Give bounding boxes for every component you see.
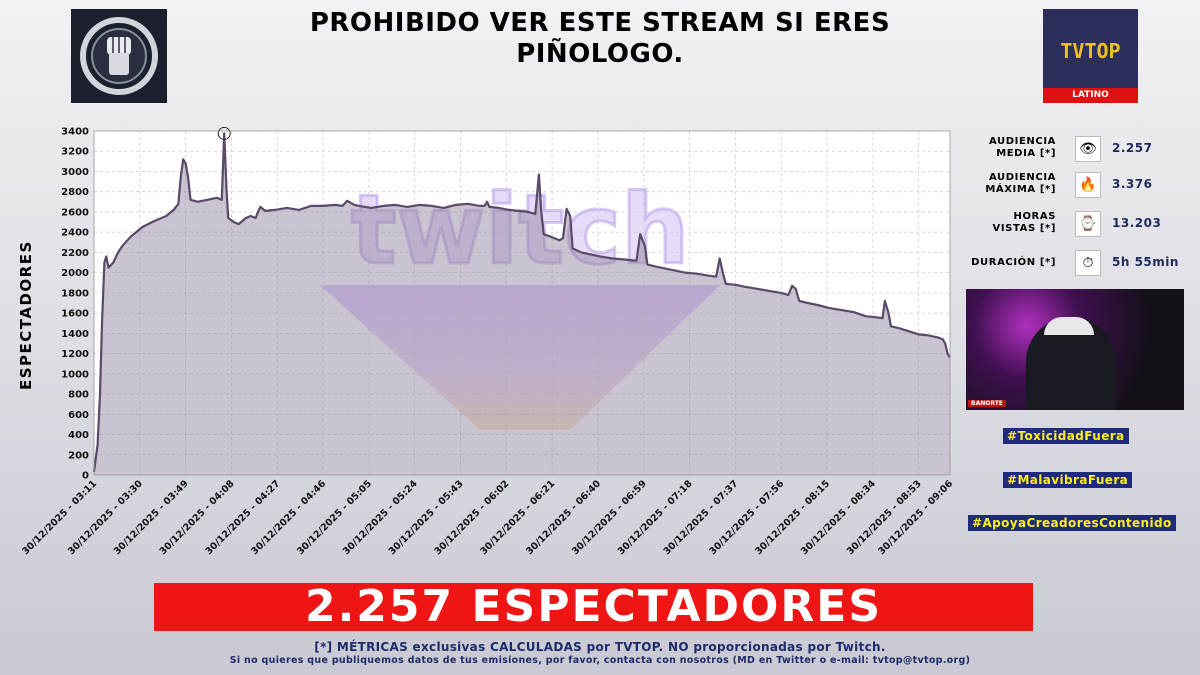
x-tick-label: 30/12/2025 - 07:56 [707,478,786,557]
x-tick-label: 30/12/2025 - 03:11 [20,478,99,557]
y-tick-label: 2600 [61,207,89,218]
metric-value: 5h 55min [1112,255,1179,269]
tvtop-logo: TVTOP LATINO [1043,9,1138,103]
title-line-1: PROHIBIDO VER ESTE STREAM SI ERES [309,8,891,38]
stream-title: PROHIBIDO VER ESTE STREAM SI ERES PIÑOLO… [250,8,950,70]
tvtop-logo-subtext: LATINO [1043,88,1138,103]
y-axis-label: ESPECTADORES [17,240,35,390]
y-tick-label: 3000 [61,167,89,178]
x-tick-label: 30/12/2025 - 03:30 [66,478,145,557]
x-tick-label: 30/12/2025 - 06:40 [524,478,603,557]
y-tick-label: 3200 [61,147,89,158]
streamer-cap [1044,317,1094,335]
webcam-sponsor-tag: BANORTE [968,400,1006,407]
title-line-2: PIÑOLOGO. [516,39,684,69]
x-tick-label: 30/12/2025 - 07:18 [616,478,695,557]
y-tick-label: 2000 [61,268,89,279]
eye-icon: 👁 [1075,136,1101,162]
metric-value: 3.376 [1112,177,1153,191]
viewers-chart: twitch0200400600800100012001400160018002… [20,126,955,558]
fist-icon [80,17,158,95]
x-tick-label: 30/12/2025 - 04:46 [249,478,328,557]
footer-metrics-note: [*] MÉTRICAS exclusivas CALCULADAS por T… [314,640,886,654]
y-tick-label: 0 [82,471,89,482]
channel-logo [71,9,167,103]
stopwatch-icon: ⏱ [1075,250,1101,276]
metric-value: 2.257 [1112,141,1153,155]
y-tick-label: 800 [68,390,89,401]
viewers-line [92,132,951,473]
metric-value: 13.203 [1112,216,1162,230]
y-tick-label: 1800 [61,288,89,299]
metric-hours-watched: HORAS VISTAS [*] ⌚ 13.203 [968,211,1198,243]
y-tick-label: 1400 [61,329,89,340]
y-tick-label: 2200 [61,248,89,259]
x-tick-label: 30/12/2025 - 08:15 [753,478,832,557]
fire-icon: 🔥 [1075,172,1101,198]
x-tick-label: 30/12/2025 - 08:34 [799,478,878,557]
y-tick-label: 2400 [61,228,89,239]
tvtop-logo-text: TVTOP [1060,39,1121,63]
x-tick-label: 30/12/2025 - 04:27 [203,478,282,557]
y-tick-label: 400 [68,430,89,441]
x-tick-label: 30/12/2025 - 06:21 [478,478,557,557]
x-tick-label: 30/12/2025 - 05:05 [295,478,374,557]
x-tick-label: 30/12/2025 - 05:43 [387,478,466,557]
y-tick-label: 1600 [61,309,89,320]
hashtag-toxicidad: #ToxicidadFuera [1003,428,1129,444]
webcam-thumbnail: BANORTE [966,289,1184,410]
hashtag-apoya: #ApoyaCreadoresContenido [968,515,1176,531]
x-tick-label: 30/12/2025 - 04:08 [158,478,237,557]
y-tick-label: 1200 [61,349,89,360]
metric-average-audience: AUDIENCIA MEDIA [*] 👁 2.257 [968,136,1198,168]
metric-duration: DURACIÓN [*] ⏱ 5h 55min [968,250,1198,282]
footer-contact-note: Si no quieres que publiquemos datos de t… [229,655,971,666]
y-tick-label: 1000 [61,369,89,380]
viewers-banner: 2.257 ESPECTADORES [154,583,1033,631]
y-tick-label: 3400 [61,127,89,138]
hashtag-malavibra: #MalavibraFuera [1003,472,1133,488]
peak-marker [217,126,231,140]
x-tick-label: 30/12/2025 - 07:37 [662,478,741,557]
y-tick-label: 600 [68,410,89,421]
x-tick-label: 30/12/2025 - 06:59 [570,478,649,557]
y-tick-label: 200 [68,450,89,461]
plot-frame [93,130,951,476]
watch-icon: ⌚ [1075,211,1101,237]
twitch-watermark-shape [320,285,720,430]
metric-max-audience: AUDIENCIA MÁXIMA [*] 🔥 3.376 [968,172,1198,204]
x-tick-label: 30/12/2025 - 03:49 [112,478,191,557]
x-tick-label: 30/12/2025 - 05:24 [341,478,420,557]
viewers-area [94,133,950,475]
y-tick-label: 2800 [61,187,89,198]
x-tick-label: 30/12/2025 - 06:02 [433,478,512,557]
